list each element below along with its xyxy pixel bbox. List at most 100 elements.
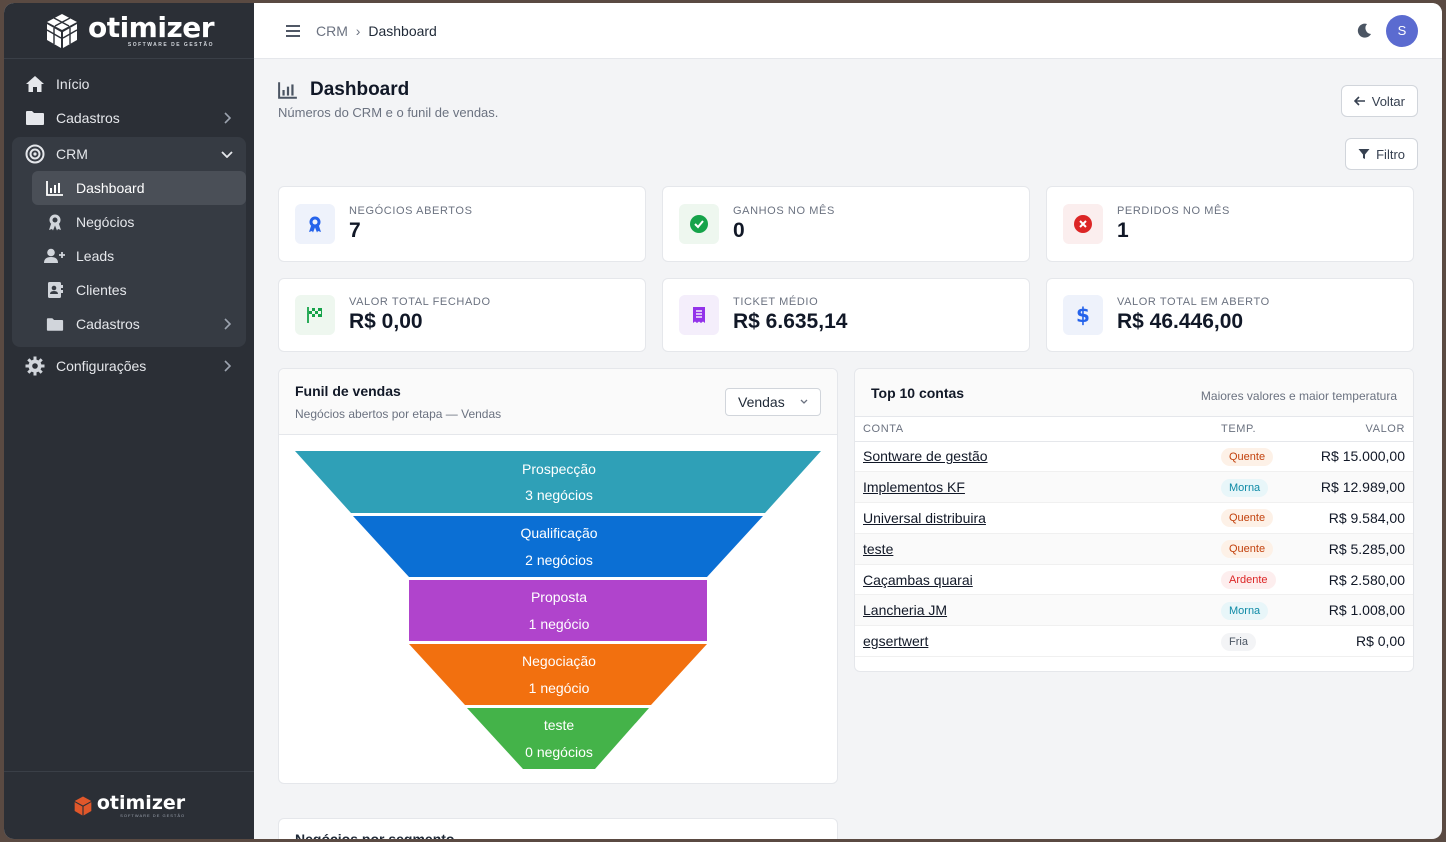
sidebar-item-leads[interactable]: Leads [32,239,246,273]
chart-icon [278,81,298,99]
account-cell: Caçambas quarai [855,564,1213,596]
kpi-perdidos-mes: PERDIDOS NO MÊS 1 [1046,186,1414,262]
value-cell: R$ 5.285,00 [1303,533,1413,565]
app-window: otimizer SOFTWARE DE GESTÃO Início Cadas… [4,3,1442,839]
account-cell: teste [855,533,1213,565]
kpi-label: VALOR TOTAL EM ABERTO [1117,296,1270,308]
arrow-left-icon [1353,96,1365,106]
breadcrumb-crm[interactable]: CRM [316,22,348,39]
account-cell: Universal distribuira [855,502,1213,534]
funnel-stage-proposta[interactable] [409,580,707,641]
sidebar-item-configuracoes[interactable]: Configurações [12,349,246,383]
kpi-negocios-abertos: NEGÓCIOS ABERTOS 7 [278,186,646,262]
account-cell: Lancheria JM [855,594,1213,627]
kpi-label: VALOR TOTAL FECHADO [349,296,491,308]
funnel-chart: Prospecção 3 negócios Qualificação 2 neg… [279,435,837,775]
funnel-stage-name: teste [543,717,575,733]
receipt-icon [679,295,719,335]
funnel-stage-teste[interactable] [467,708,649,769]
footer-brand-name: otimizer [96,791,186,814]
funnel-stage-prospeccao[interactable] [295,451,821,513]
avatar[interactable]: S [1386,14,1418,47]
pipeline-select[interactable]: Vendas [725,387,821,416]
account-cell: Sontware de gestão [855,441,1213,473]
sidebar-item-label: Clientes [76,282,127,298]
sidebar-item-label: Cadastros [56,110,120,126]
kpi-ganhos-mes: GANHOS NO MÊS 0 [662,186,1030,262]
breadcrumb-current: Dashboard [368,22,437,39]
account-link[interactable]: teste [863,540,894,557]
sidebar-item-crm-cadastros[interactable]: Cadastros [32,307,246,341]
cube-logo-icon [46,13,78,48]
sidebar-nav: Início Cadastros CRM [4,59,254,391]
sidebar-item-negocios[interactable]: Negócios [32,205,246,239]
funnel-stage-negociacao[interactable] [409,644,707,705]
user-plus-icon [44,245,66,267]
value-cell: R$ 1.008,00 [1303,594,1413,627]
brand-logo[interactable]: otimizer SOFTWARE DE GESTÃO [4,3,254,59]
kpi-grid: NEGÓCIOS ABERTOS 7 GANHOS NO MÊS 0 PERDIDO… [278,186,1418,352]
value-cell: R$ 15.000,00 [1303,441,1413,473]
filter-icon [1358,149,1370,159]
segment-card-title: Negócios por segmento [295,831,455,839]
back-button[interactable]: Voltar [1340,85,1418,117]
award-icon [44,211,66,233]
value-cell: R$ 12.989,00 [1303,471,1413,504]
sidebar-item-crm[interactable]: CRM [12,137,246,171]
funnel-title: Funil de vendas [295,382,401,399]
top-accounts-title: Top 10 contas [871,384,965,401]
funnel-stage-qualificacao[interactable] [353,516,763,577]
sidebar-item-dashboard[interactable]: Dashboard [32,171,246,205]
account-link[interactable]: Lancheria JM [863,602,948,619]
kpi-value: 0 [733,219,745,242]
temp-cell: Morna [1213,594,1303,627]
funnel-stage-name: Qualificação [520,525,598,541]
check-circle-icon [679,204,719,244]
breadcrumb: CRM › Dashboard [316,23,437,39]
kpi-value: R$ 46.446,00 [1117,310,1244,333]
sidebar-item-inicio[interactable]: Início [12,67,246,101]
kpi-valor-total-fechado: VALOR TOTAL FECHADO R$ 0,00 [278,278,646,352]
brand-name: otimizer [87,10,215,44]
home-icon [24,73,46,95]
chevron-down-icon [220,147,234,161]
temperature-badge: Morna [1221,478,1269,497]
account-link[interactable]: Implementos KF [863,479,965,496]
footer-brand-subtitle: SOFTWARE DE GESTÃO [120,812,186,818]
sidebar: otimizer SOFTWARE DE GESTÃO Início Cadas… [4,3,254,839]
temp-cell: Quente [1213,502,1303,534]
cube-logo-icon [74,796,92,815]
page-subtitle: Números do CRM e o funil de vendas. [278,105,499,120]
menu-toggle-icon[interactable] [278,16,308,46]
funnel-stage-count: 0 negócios [525,744,593,760]
temp-cell: Fria [1213,625,1303,658]
sidebar-footer-logo: otimizer SOFTWARE DE GESTÃO [4,771,254,839]
value-cell: R$ 0,00 [1303,625,1413,658]
sidebar-item-label: Dashboard [76,180,145,196]
filter-button[interactable]: Filtro [1345,138,1418,170]
column-header-temp: TEMP. [1213,417,1303,442]
award-icon [295,204,335,244]
breadcrumb-separator: › [355,22,361,39]
top-accounts-card: Top 10 contas Maiores valores e maior te… [854,368,1414,673]
sidebar-item-cadastros[interactable]: Cadastros [12,101,246,135]
contact-card-icon [44,279,66,301]
kpi-ticket-medio: TICKET MÉDIO R$ 6.635,14 [662,278,1030,352]
sidebar-item-clientes[interactable]: Clientes [32,273,246,307]
temperature-badge: Fria [1221,632,1256,651]
funnel-stage-name: Proposta [530,589,588,605]
temp-cell: Ardente [1213,564,1303,596]
table-row: Implementos KF Morna R$ 12.989,00 [855,471,1413,504]
chart-icon [44,177,66,199]
page-content: Dashboard Números do CRM e o funil de ve… [254,59,1442,804]
dark-mode-moon-icon[interactable] [1356,23,1372,39]
account-link[interactable]: egsertwert [863,633,929,650]
account-link[interactable]: Sontware de gestão [863,448,988,465]
account-link[interactable]: Universal distribuira [863,509,986,526]
account-link[interactable]: Caçambas quarai [863,571,973,588]
funnel-stage-name: Negociação [522,653,596,669]
x-circle-icon [1063,204,1103,244]
funnel-stage-count: 3 negócios [525,487,593,503]
account-cell: Implementos KF [855,471,1213,504]
temp-cell: Morna [1213,471,1303,504]
